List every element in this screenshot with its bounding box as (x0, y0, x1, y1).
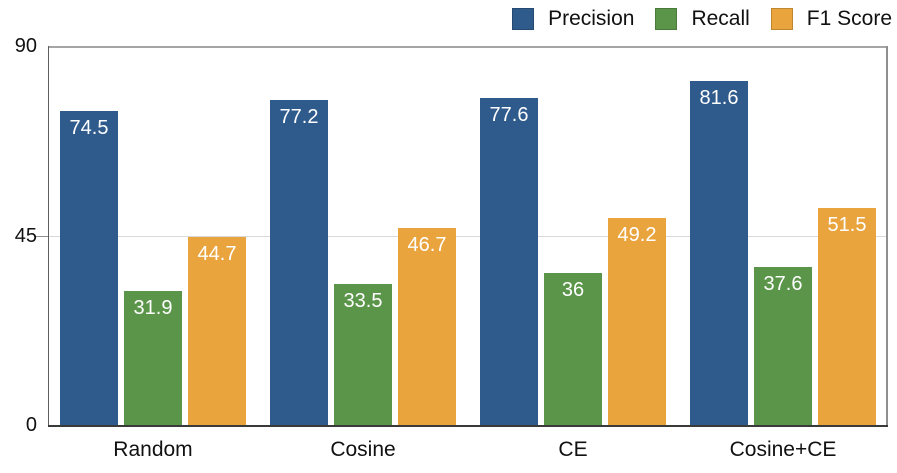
bar-group-random: 74.5 31.9 44.7 (60, 46, 246, 425)
bar-recall-random: 31.9 (124, 290, 182, 425)
x-axis-category-label-cosine: Cosine (330, 438, 396, 461)
bar-value-label: 46.7 (407, 234, 447, 257)
bar-f1-score-ce: 49.2 (608, 217, 666, 425)
bar-f1-score-cosine-ce: 51.5 (818, 208, 876, 425)
bar-value-label: 33.5 (343, 289, 383, 312)
legend-label: F1 Score (806, 7, 892, 30)
legend-label: Precision (548, 7, 635, 30)
bar-group-ce: 77.6 36 49.2 (480, 46, 666, 425)
bar-precision-cosine-ce: 81.6 (690, 81, 748, 425)
bar-value-label: 81.6 (699, 87, 739, 110)
bar-precision-cosine: 77.2 (270, 99, 328, 425)
legend-swatch-f1-score (770, 8, 793, 30)
y-axis-tick-label-45: 45 (14, 224, 37, 247)
bar-precision-random: 74.5 (60, 111, 118, 425)
bar-group-cosine: 77.2 33.5 46.7 (270, 46, 456, 425)
legend-label: Recall (691, 7, 750, 30)
bar-value-label: 77.6 (489, 104, 529, 127)
legend: Precision Recall F1 Score (512, 7, 892, 31)
x-axis-category-label-random: Random (113, 438, 193, 461)
y-axis-tick-label-0: 0 (25, 414, 37, 436)
plot-border-right (886, 46, 888, 425)
bar-value-label: 77.2 (279, 105, 319, 128)
x-axis-line (48, 425, 888, 427)
bar-group-cosine-ce: 81.6 37.6 51.5 (690, 46, 876, 425)
bar-recall-cosine-ce: 37.6 (754, 266, 812, 425)
bar-value-label: 37.6 (763, 272, 803, 295)
plot-border-top (48, 46, 888, 48)
x-axis-category-label-ce: CE (558, 438, 588, 461)
plot-area: 74.5 31.9 44.7 77.2 33.5 46.7 77.6 36 49.2 81.6 37… (34, 46, 888, 427)
gridline-45 (48, 235, 888, 237)
bar-value-label: 49.2 (617, 223, 657, 246)
bar-f1-score-cosine: 46.7 (398, 228, 456, 425)
bar-recall-ce: 36 (544, 273, 602, 425)
y-axis-tick-45 (34, 235, 48, 237)
bar-value-label: 44.7 (197, 242, 237, 265)
x-axis-category-label-cosine-ce: Cosine+CE (729, 438, 837, 461)
legend-item-precision: Precision (512, 7, 634, 31)
legend-swatch-precision (512, 8, 535, 30)
bar-precision-ce: 77.6 (480, 98, 538, 425)
y-axis-line (48, 46, 49, 425)
legend-item-recall: Recall (655, 7, 750, 31)
bar-value-label: 31.9 (133, 296, 173, 319)
bar-value-label: 36 (561, 279, 585, 302)
bar-value-label: 74.5 (69, 117, 109, 140)
bar-value-label: 51.5 (827, 214, 867, 237)
bar-f1-score-random: 44.7 (188, 236, 246, 425)
bar-recall-cosine: 33.5 (334, 283, 392, 425)
legend-item-f1-score: F1 Score (770, 7, 892, 31)
y-axis-tick-label-90: 90 (14, 35, 37, 57)
legend-swatch-recall (655, 8, 678, 30)
